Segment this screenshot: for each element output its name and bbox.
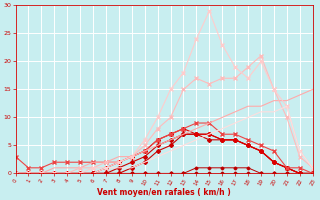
X-axis label: Vent moyen/en rafales ( km/h ): Vent moyen/en rafales ( km/h ) [97,188,231,197]
